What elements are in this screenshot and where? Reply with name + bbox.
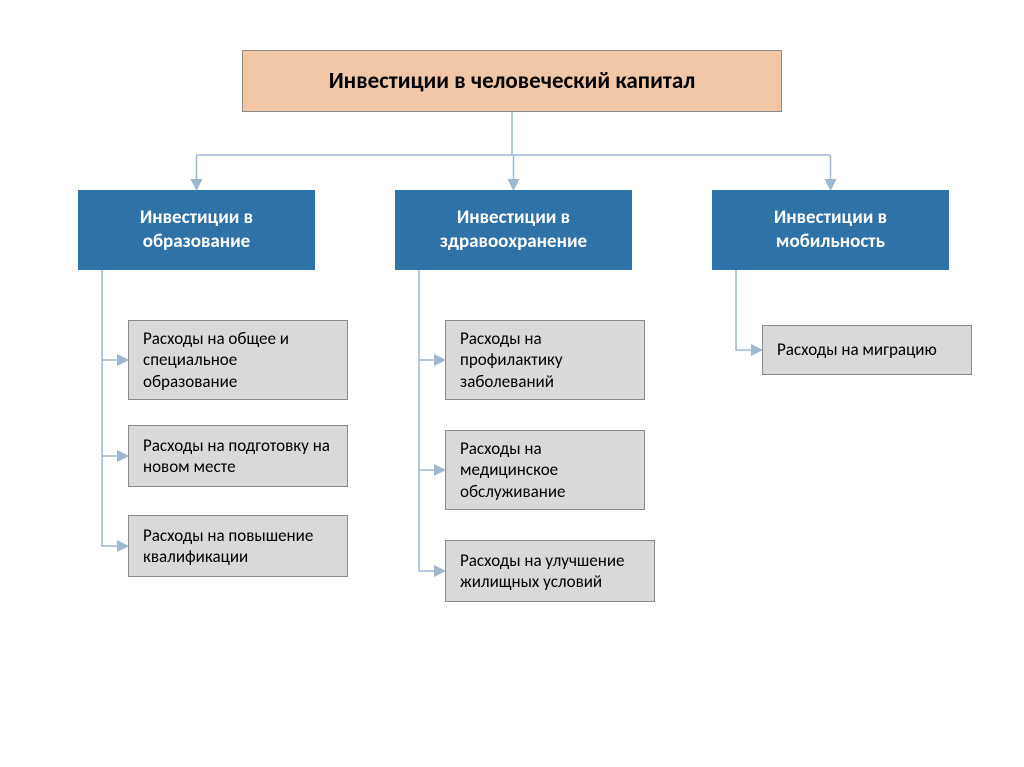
category-label: Инвестиции в здравоохранение <box>405 206 622 254</box>
item-node: Расходы на улучшение жилищных условий <box>445 540 655 602</box>
item-node: Расходы на повышение квалификации <box>128 515 348 577</box>
item-label: Расходы на общее и специальное образован… <box>143 328 333 392</box>
item-node: Расходы на миграцию <box>762 325 972 375</box>
item-node: Расходы на подготовку на новом месте <box>128 425 348 487</box>
category-label: Инвестиции в образование <box>88 206 305 254</box>
category-node: Инвестиции в мобильность <box>712 190 949 270</box>
item-node: Расходы на медицинское обслуживание <box>445 430 645 510</box>
item-label: Расходы на миграцию <box>777 339 937 360</box>
item-node: Расходы на профилактику заболеваний <box>445 320 645 400</box>
root-label: Инвестиции в человеческий капитал <box>329 67 696 95</box>
category-node: Инвестиции в образование <box>78 190 315 270</box>
item-node: Расходы на общее и специальное образован… <box>128 320 348 400</box>
item-label: Расходы на повышение квалификации <box>143 525 333 568</box>
root-node: Инвестиции в человеческий капитал <box>242 50 782 112</box>
item-label: Расходы на профилактику заболеваний <box>460 328 630 392</box>
category-label: Инвестиции в мобильность <box>722 206 939 254</box>
item-label: Расходы на подготовку на новом месте <box>143 435 333 478</box>
item-label: Расходы на медицинское обслуживание <box>460 438 630 502</box>
item-label: Расходы на улучшение жилищных условий <box>460 550 640 593</box>
category-node: Инвестиции в здравоохранение <box>395 190 632 270</box>
